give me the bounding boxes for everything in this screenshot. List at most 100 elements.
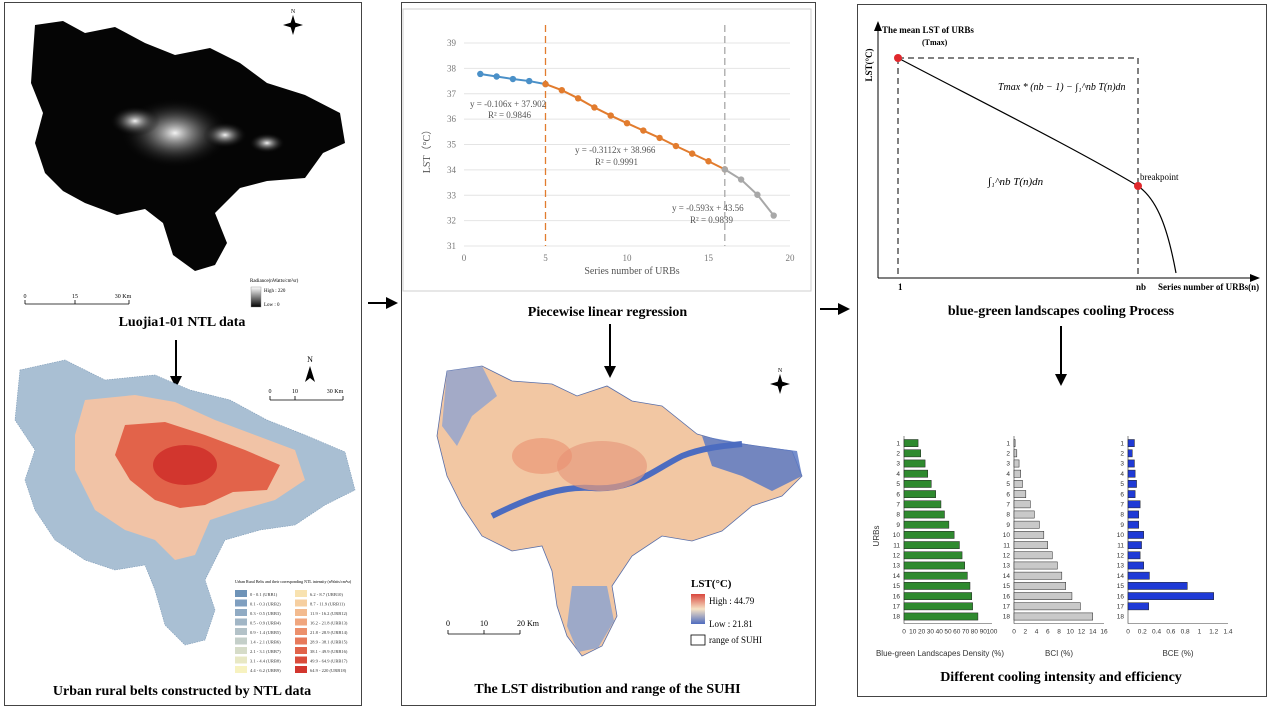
north-arrow-icon: N [283,9,303,35]
bar [1013,490,1027,498]
belts-legend-swatch [235,628,247,635]
data-point [542,80,549,88]
bars-density-xlabel: Blue-green Landscapes Density (%) [876,649,1004,658]
annotation-1-eq: y = -0.106x + 37.902 [470,99,546,109]
belts-legend-swatch [295,666,307,673]
bar-x-tick-label: 6 [1046,629,1050,636]
bar [903,602,973,611]
bar [1013,520,1040,529]
bar [1127,592,1214,600]
ntl-caption: Luojia1-01 NTL data [118,315,246,330]
ntl-legend-ramp [250,286,262,308]
bar-category-label: 10 [1003,532,1011,539]
data-point [558,86,565,94]
bar [1013,551,1053,560]
ntl-glow-4 [249,133,285,153]
x-tick-label: 5 [543,253,548,263]
bar-category-label: 15 [1117,583,1125,590]
bar-x-tick-label: 0 [1012,629,1016,636]
belts-legend-swatch [295,590,307,597]
bar-category-label: 4 [1120,471,1124,478]
bar-category-label: 10 [893,532,901,539]
bar-category-label: 15 [893,583,901,590]
belts-legend-swatch [235,618,247,626]
bar-category-label: 14 [1003,573,1011,580]
bar-x-tick-label: 8 [1057,629,1061,636]
regression-annotation-3: y = -0.593x + 43.56 R² = 0.9839 [672,203,744,225]
bar [1013,459,1020,468]
bar-category-label: 7 [1120,502,1124,509]
bar-category-label: 1 [896,440,900,447]
bar [903,612,979,621]
belts-legend-swatch [295,647,307,654]
bar-x-tick-label: 2 [1023,629,1027,636]
lst-scale-2: 20 Km [517,619,540,628]
bar-category-label: 18 [1003,614,1011,621]
bars-caption: Different cooling intensity and efficien… [940,670,1182,685]
bar [1127,561,1144,570]
bar [1127,510,1139,519]
ntl-legend-title: Radiance(nWatts/cm²sr) [250,278,299,284]
belts-legend-swatch [235,599,247,607]
arrow-right-icon [368,297,398,309]
belts-legend-swatch [235,609,247,616]
y-axis-arrowhead-icon [874,21,882,31]
tmax-point [894,54,902,62]
bars-ylabel: URBs [872,526,881,547]
belts-legend-label: 0.3 - 0.5 (URB3) [250,611,281,616]
belts-legend-swatch [235,656,247,664]
bar-x-tick-label: 30 [927,629,935,636]
bar-x-tick-label: 10 [909,629,917,636]
bar-category-label: 14 [893,573,901,580]
regression-series [477,70,777,219]
bar [903,582,971,590]
bar-category-label: 5 [1006,481,1010,488]
regression-chart-frame [402,8,812,292]
process-x-tick-nb: nb [1136,282,1146,292]
bar-x-tick-label: 20 [918,629,926,636]
data-point [591,104,598,111]
bar [1127,490,1136,498]
belts-scale-bar: 0 10 30 Km [269,389,344,401]
regression-ylabel: LST（°C） [421,125,433,173]
data-point [705,158,712,165]
bar [1013,612,1093,621]
bar [1127,439,1135,447]
bar-category-label: 2 [896,451,900,458]
bar [1127,469,1136,478]
annotation-3-r2: R² = 0.9839 [690,215,734,225]
lst-caption: The LST distribution and range of the SU… [474,682,741,697]
bar [1127,480,1137,488]
bar [1013,531,1045,539]
process-y-axis-sub: (Tmax) [922,38,948,47]
bar [903,449,921,458]
ntl-glow-3 [203,122,247,148]
bar-x-tick-label: 1.2 [1209,629,1218,636]
data-point [656,134,663,142]
bar-x-tick-label: 50 [944,629,952,636]
regression-breakpoints [544,25,726,246]
belts-legend-label: 16.2 - 21.8 (URB13) [310,621,348,626]
bar [1013,469,1021,478]
ntl-scale-0: 0 [24,294,27,300]
arrow-right-icon [820,303,850,315]
y-tick-label: 32 [447,216,456,226]
bar-category-label: 2 [1120,451,1124,458]
bar-category-label: 11 [893,542,900,549]
bar-category-label: 6 [1120,491,1124,498]
bar [1013,510,1035,519]
bar-category-label: 3 [896,461,900,468]
bar [903,520,950,529]
series-line [724,168,775,217]
regression-ticks: 31 32 33 34 35 36 37 38 39 0 5 10 15 20 [447,38,795,263]
bar [903,480,932,488]
north-arrow-icon: N [770,368,790,394]
bar-category-label: 5 [1120,481,1124,488]
belts-legend-label: 6.2 - 8.7 (URB10) [310,592,343,597]
belts-center [153,445,217,485]
bar-category-label: 1 [1006,440,1010,447]
ntl-legend-high: High : 220 [264,289,286,294]
cooling-process-diagram: The mean LST of URBs (Tmax) LST(°C) 1 nb… [864,21,1260,292]
bar-x-tick-label: 1 [1198,629,1202,636]
